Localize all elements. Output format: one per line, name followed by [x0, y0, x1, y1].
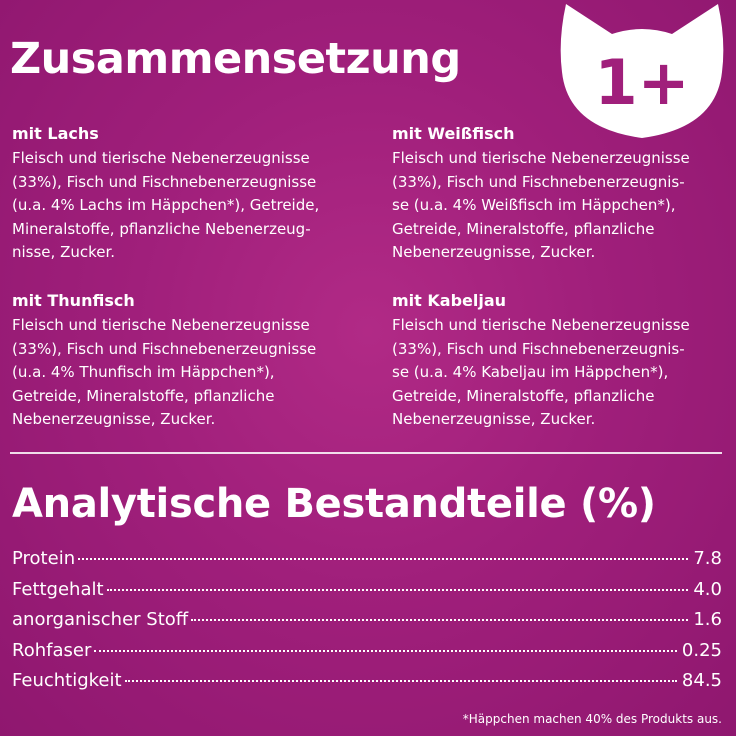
- analytics-value: 4.0: [693, 578, 722, 600]
- footnote: *Häppchen machen 40% des Produkts aus.: [462, 712, 722, 726]
- analytics-value: 84.5: [681, 670, 722, 691]
- composition-kabeljau: mit Kabeljau Fleisch und tierische Neben…: [392, 291, 736, 432]
- composition-weissfisch: mit Weißfisch Fleisch und tierische Nebe…: [392, 124, 736, 265]
- analytics-row-protein: Protein 7.8: [12, 548, 722, 579]
- dot-leader: [191, 619, 689, 621]
- analytics-value: 7.8: [693, 548, 722, 569]
- analytics-row-feuchtigkeit: Feuchtigkeit 84.5: [12, 670, 722, 701]
- analytics-table: Protein 7.8 Fettgehalt 4.0 anorganischer…: [12, 548, 722, 701]
- analytics-title: Analytische Bestandteile (%): [12, 481, 656, 527]
- analytics-row-fettgehalt: Fettgehalt 4.0: [12, 579, 722, 610]
- section-divider: [10, 452, 722, 454]
- composition-thunfisch: mit Thunfisch Fleisch und tierische Nebe…: [12, 291, 357, 432]
- analytics-row-anorganischer-stoff: anorganischer Stoff 1.6: [12, 609, 722, 640]
- composition-weissfisch-text: Fleisch und tierische Nebenerzeugnisse (…: [392, 149, 690, 262]
- analytics-value: 1.6: [693, 609, 722, 630]
- cat-head-icon: 1+: [560, 4, 724, 138]
- dot-leader: [106, 588, 689, 591]
- cat-age-badge: 1+: [556, 0, 728, 142]
- composition-kabeljau-title: mit Kabeljau: [392, 291, 507, 310]
- analytics-value: 0.25: [681, 639, 722, 661]
- composition-title: Zusammensetzung: [10, 34, 461, 84]
- dot-leader: [124, 680, 677, 682]
- dot-leader: [94, 649, 677, 652]
- composition-lachs-text: Fleisch und tierische Nebenerzeugnisse (…: [12, 149, 320, 262]
- analytics-label: Rohfaser: [12, 639, 92, 661]
- analytics-label: Fettgehalt: [12, 578, 104, 600]
- composition-thunfisch-title: mit Thunfisch: [12, 291, 135, 310]
- dot-leader: [78, 558, 689, 560]
- analytics-label: Protein: [12, 548, 76, 569]
- composition-weissfisch-title: mit Weißfisch: [392, 124, 515, 143]
- composition-thunfisch-text: Fleisch und tierische Nebenerzeugnisse (…: [12, 316, 317, 429]
- composition-kabeljau-text: Fleisch und tierische Nebenerzeugnisse (…: [392, 316, 690, 429]
- analytics-label: Feuchtigkeit: [12, 670, 122, 691]
- analytics-row-rohfaser: Rohfaser 0.25: [12, 640, 722, 671]
- badge-age-label: 1+: [594, 46, 689, 119]
- composition-lachs: mit Lachs Fleisch und tierische Nebenerz…: [12, 124, 357, 265]
- composition-lachs-title: mit Lachs: [12, 124, 99, 143]
- analytics-label: anorganischer Stoff: [12, 609, 189, 630]
